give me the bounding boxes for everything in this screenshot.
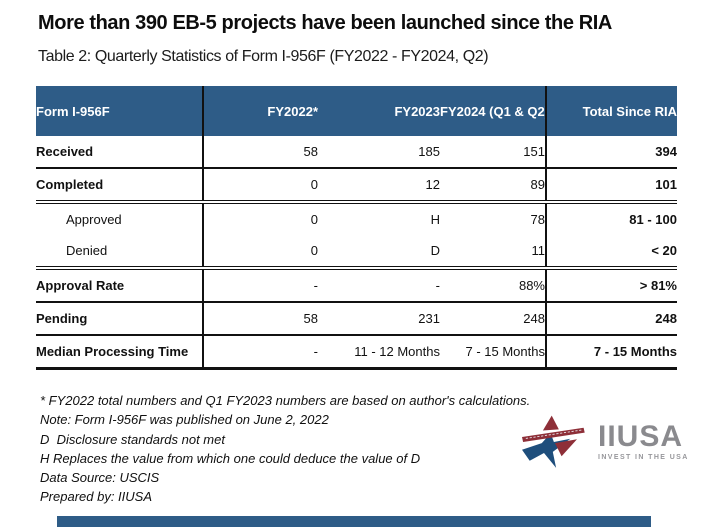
cell-fy2024: 7 - 15 Months [440,335,547,369]
footer-accent-bar [57,516,651,527]
table-row-pending: Pending 58 231 248 248 [36,302,677,336]
col-header-fy2024: FY2024 (Q1 & Q2) [440,86,547,136]
col-header-form: Form I-956F [36,86,204,136]
table-row-median-processing-time: Median Processing Time - 11 - 12 Months … [36,335,677,369]
cell-fy2023: D [318,235,440,270]
cell-fy2023: 231 [318,302,440,336]
cell-fy2024: 88% [440,268,547,303]
row-label: Approved [36,202,204,235]
footnote-calculations: * FY2022 total numbers and Q1 FY2023 num… [40,393,531,408]
footnote-data-source: Data Source: USCIS [40,470,160,486]
iiusa-logo: IIUSA INVEST IN THE USA [522,404,692,479]
cell-fy2023: 12 [318,168,440,204]
table-row-approved: Approved 0 H 78 81 - 100 [36,202,677,235]
cell-total: 81 - 100 [629,212,677,227]
table-row-received: Received 58 185 151 394 [36,136,677,169]
table-row-denied: Denied 0 D 11 < 20 [36,235,677,270]
cell-fy2023: H [430,212,440,227]
col-header-fy2022: FY2022* [203,86,318,136]
cell-total: < 20 [546,235,677,270]
iiusa-logo-tagline: INVEST IN THE USA [598,454,689,461]
cell-fy2022: 58 [203,302,318,336]
row-label: Received [36,136,204,169]
footnote-d-definition: D Disclosure standards not met [40,431,225,447]
cell-total: 101 [546,168,677,204]
cell-fy2024: 78 [440,202,547,235]
cell-fy2023: - [318,268,440,303]
row-label: Median Processing Time [36,335,204,369]
iiusa-logo-name: IIUSA [598,420,684,453]
col-header-fy2023: FY2023 [318,86,440,136]
row-label: Pending [36,302,204,336]
row-label: Denied [36,235,204,270]
row-label: Approval Rate [36,268,204,303]
table-caption: Table 2: Quarterly Statistics of Form I-… [38,48,489,65]
cell-fy2024: 89 [440,168,547,204]
cell-fy2023: 11 - 12 Months [354,344,440,359]
row-label: Completed [36,168,204,204]
cell-total: 7 - 15 Months [593,344,677,359]
cell-fy2022: - [313,344,318,359]
cell-fy2023: 185 [318,136,440,169]
cell-fy2022: - [203,268,318,303]
cell-fy2024: 248 [440,302,547,336]
cell-total: > 81% [546,268,677,303]
footnotes: * FY2022 total numbers and Q1 FY2023 num… [40,391,560,507]
table-row-approval-rate: Approval Rate - - 88% > 81% [36,268,677,303]
iiusa-star-icon [522,415,585,468]
cell-fy2022: 0 [203,168,318,204]
footnote-h-definition: H Replaces the value from which one coul… [40,450,421,466]
footnote-prepared-by: Prepared by: IIUSA [40,489,152,505]
i956f-statistics-table: Form I-956F FY2022* FY2023 FY2024 (Q1 & … [36,86,677,370]
cell-fy2024: 11 [440,235,547,270]
cell-fy2022: 58 [203,136,318,169]
cell-fy2022: 0 [203,235,318,270]
slide-title: More than 390 EB-5 projects have been la… [38,12,612,34]
cell-fy2022: 0 [310,212,318,227]
iiusa-logo-text: IIUSA INVEST IN THE USA [598,420,689,462]
cell-total: 248 [546,302,677,336]
footnote-published: Note: Form I-956F was published on June … [40,412,329,428]
col-header-total: Total Since RIA [546,86,677,136]
table-header-row: Form I-956F FY2022* FY2023 FY2024 (Q1 & … [36,86,677,136]
table-row-completed: Completed 0 12 89 101 [36,168,677,204]
cell-total: 394 [546,136,677,169]
cell-fy2024: 151 [440,136,547,169]
